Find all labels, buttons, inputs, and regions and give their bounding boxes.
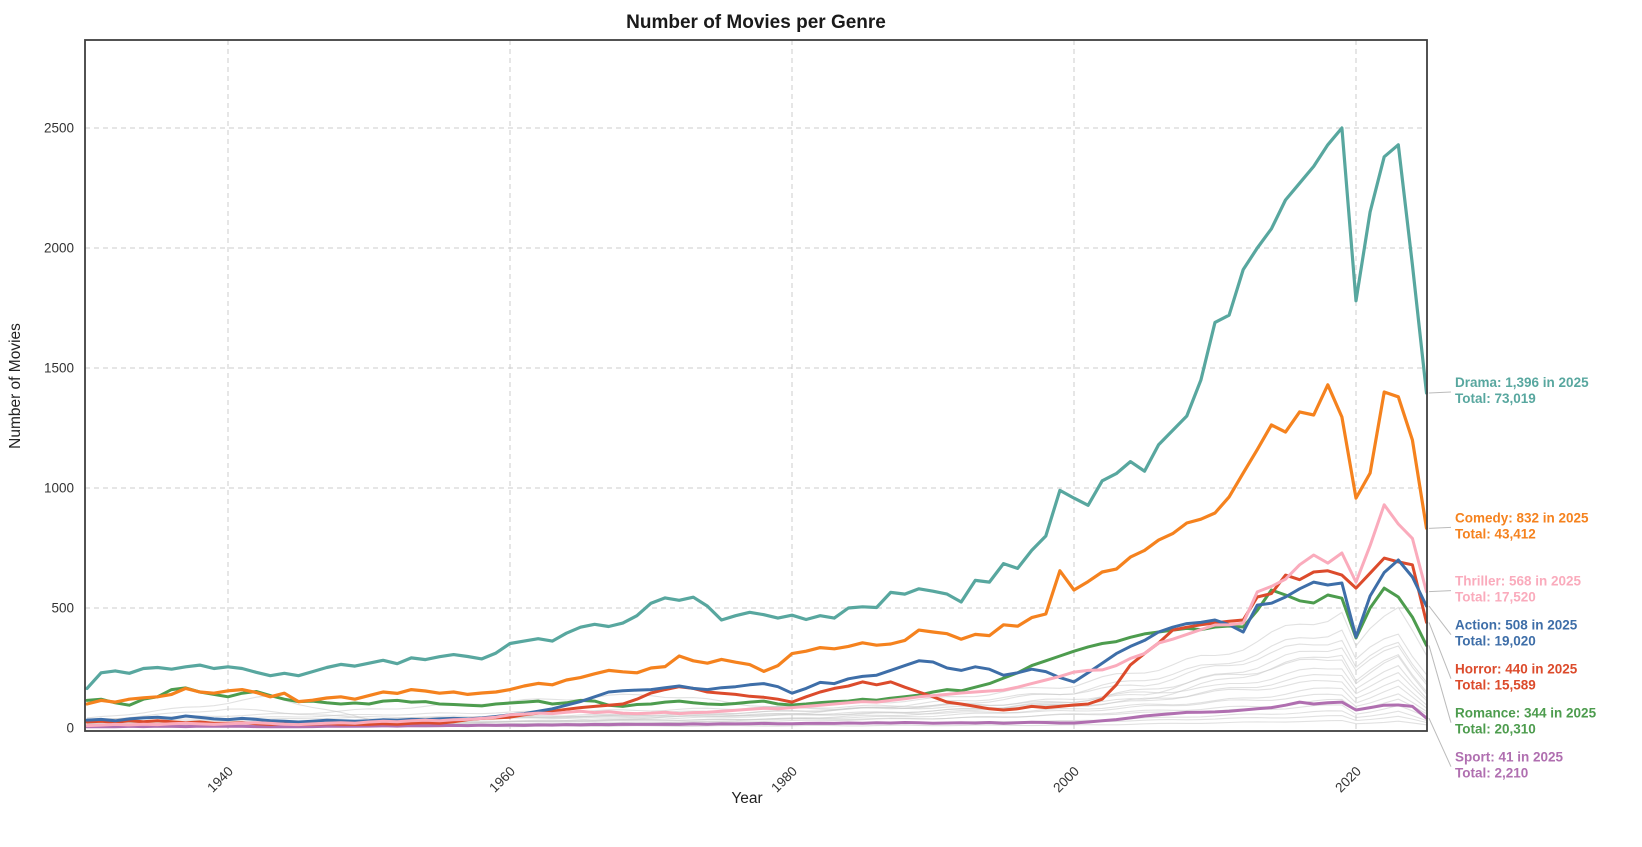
y-tick-1500: 1500	[44, 361, 74, 376]
annotation-total-text: Total: 19,020	[1455, 634, 1536, 649]
annotation-value-text: Action: 508 in 2025	[1455, 618, 1578, 633]
grid-layer	[85, 40, 1427, 731]
genre-series-lines	[85, 126, 1429, 729]
annotation-total-text: Total: 2,210	[1455, 766, 1528, 781]
x-tick-1940: 1940	[204, 764, 236, 796]
annotation-leader-thriller	[1428, 590, 1452, 593]
annotation-leader-sport	[1428, 717, 1452, 767]
plot-border	[84, 39, 1428, 732]
annotation-value-text: Comedy: 832 in 2025	[1455, 510, 1589, 525]
annotation-total-text: Total: 20,310	[1455, 722, 1536, 737]
chart-title: Number of Movies per Genre	[626, 12, 886, 33]
series-line-comedy	[85, 383, 1429, 706]
annotation-leader-horror	[1428, 622, 1452, 679]
x-axis-label: Year	[731, 790, 762, 807]
series-line-drama	[85, 126, 1429, 691]
annotation-value-text: Horror: 440 in 2025	[1455, 662, 1578, 677]
annotation-leader-comedy	[1428, 526, 1452, 529]
y-tick-2500: 2500	[44, 121, 74, 136]
x-tick-1960: 1960	[486, 764, 518, 796]
series-line-action	[85, 558, 1428, 724]
annotation-total-text: Total: 15,589	[1455, 678, 1536, 693]
annotation-value-text: Sport: 41 in 2025	[1455, 750, 1564, 765]
annotation-leader-action	[1428, 605, 1452, 635]
background-genre-line	[86, 654, 1427, 721]
annotation-value-text: Thriller: 568 in 2025	[1455, 574, 1582, 589]
y-axis-label: Number of Movies	[7, 323, 24, 449]
x-tick-2020: 2020	[1332, 764, 1364, 796]
background-genre-line	[86, 679, 1427, 720]
annotation-leader-drama	[1428, 391, 1452, 394]
y-tick-500: 500	[51, 601, 74, 616]
annotation-leader-romance	[1428, 645, 1452, 723]
x-tick-2000: 2000	[1050, 764, 1082, 796]
background-genre-line	[86, 693, 1427, 724]
series-line-thriller	[85, 503, 1428, 728]
y-tick-1000: 1000	[44, 481, 74, 496]
annotation-total-text: Total: 73,019	[1455, 391, 1536, 406]
annotation-total-text: Total: 17,520	[1455, 590, 1536, 605]
y-tick-2000: 2000	[44, 241, 74, 256]
annotation-value-text: Drama: 1,396 in 2025	[1455, 375, 1589, 390]
series-line-sport	[85, 700, 1428, 729]
x-tick-1980: 1980	[768, 764, 800, 796]
annotation-value-text: Romance: 344 in 2025	[1455, 706, 1597, 721]
annotation-total-text: Total: 43,412	[1455, 526, 1536, 541]
y-tick-0: 0	[66, 721, 74, 736]
